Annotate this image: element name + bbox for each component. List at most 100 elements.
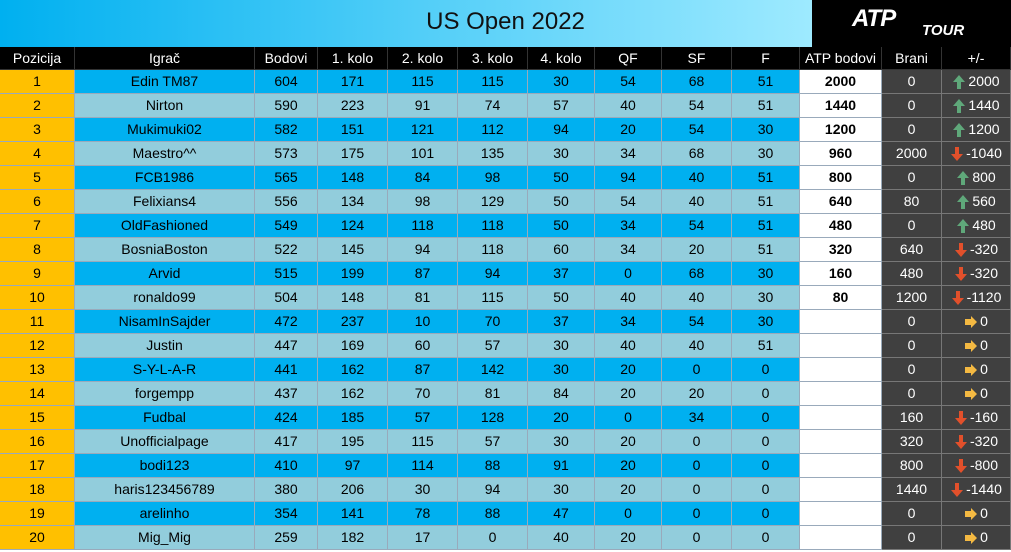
table-cell: 94 — [528, 118, 595, 142]
table-cell: 37 — [528, 310, 595, 334]
table-cell — [800, 310, 882, 334]
trend-icon — [954, 267, 967, 282]
table-cell: 142 — [458, 358, 528, 382]
table-cell: 121 — [388, 118, 458, 142]
table-cell: 182 — [318, 526, 388, 550]
table-cell: NisamInSajder — [75, 310, 255, 334]
table-cell: 0 — [662, 478, 732, 502]
table-cell: 134 — [318, 190, 388, 214]
table-cell: 160 — [800, 262, 882, 286]
table-cell: 34 — [595, 142, 662, 166]
table-cell: 34 — [595, 310, 662, 334]
table-cell: 118 — [458, 238, 528, 262]
table-cell: BosniaBoston — [75, 238, 255, 262]
table-cell: 2000 — [800, 70, 882, 94]
change-value: 1440 — [968, 97, 1000, 113]
change-value: -1040 — [966, 145, 1002, 161]
table-cell: 0 — [662, 502, 732, 526]
table-cell: forgempp — [75, 382, 255, 406]
table-cell: 20 — [595, 478, 662, 502]
table-cell: 20 — [595, 526, 662, 550]
trend-icon — [951, 483, 964, 498]
table-cell: 11 — [0, 310, 75, 334]
column-header: 3. kolo — [458, 47, 528, 70]
table-cell: 60 — [388, 334, 458, 358]
change-value: -320 — [969, 241, 999, 257]
table-cell: 30 — [732, 118, 800, 142]
table-cell: 68 — [662, 70, 732, 94]
table-cell: Maestro^^ — [75, 142, 255, 166]
table-cell: 141 — [318, 502, 388, 526]
table-cell: 94 — [388, 238, 458, 262]
logo: ATP TOUR — [812, 0, 1011, 47]
table-cell: 70 — [458, 310, 528, 334]
table-cell: -1120 — [942, 286, 1011, 310]
table-cell: 16 — [0, 430, 75, 454]
table-cell: 424 — [255, 406, 318, 430]
table-cell — [800, 478, 882, 502]
table-cell: 0 — [882, 382, 942, 406]
table-cell: 522 — [255, 238, 318, 262]
table-cell: 0 — [882, 70, 942, 94]
table-cell — [800, 502, 882, 526]
table-cell: 0 — [595, 406, 662, 430]
table-cell: 2000 — [882, 142, 942, 166]
table-cell: 206 — [318, 478, 388, 502]
trend-icon — [957, 171, 970, 186]
table-cell: 78 — [388, 502, 458, 526]
table-cell — [800, 454, 882, 478]
table-cell: 0 — [942, 310, 1011, 334]
trend-icon — [951, 147, 964, 162]
table-cell: 30 — [528, 70, 595, 94]
table-cell: 54 — [595, 70, 662, 94]
table-cell: 98 — [458, 166, 528, 190]
table-cell: 10 — [388, 310, 458, 334]
table-cell: 0 — [732, 430, 800, 454]
column-header: Bodovi — [255, 47, 318, 70]
table-cell: 480 — [942, 214, 1011, 238]
table-cell: 87 — [388, 358, 458, 382]
table-cell: 380 — [255, 478, 318, 502]
change-value: 0 — [980, 385, 988, 401]
table-cell: 354 — [255, 502, 318, 526]
table-cell: 447 — [255, 334, 318, 358]
table-cell — [800, 526, 882, 550]
table-cell: 50 — [528, 190, 595, 214]
table-cell: 0 — [882, 94, 942, 118]
table-cell: 12 — [0, 334, 75, 358]
table-cell: 2 — [0, 94, 75, 118]
table-cell: 97 — [318, 454, 388, 478]
table-cell: 40 — [662, 334, 732, 358]
table-cell: 94 — [458, 262, 528, 286]
change-value: 0 — [980, 505, 988, 521]
table-cell: 151 — [318, 118, 388, 142]
table-cell: Justin — [75, 334, 255, 358]
table-cell: 114 — [388, 454, 458, 478]
table-cell: 0 — [942, 502, 1011, 526]
table-cell: 148 — [318, 286, 388, 310]
table-cell: -1440 — [942, 478, 1011, 502]
table-cell: 1440 — [882, 478, 942, 502]
table-cell: Mig_Mig — [75, 526, 255, 550]
logo-sub: TOUR — [922, 22, 965, 39]
table-cell: 128 — [458, 406, 528, 430]
table-cell: 80 — [882, 190, 942, 214]
change-value: 0 — [980, 361, 988, 377]
table-cell: 20 — [595, 430, 662, 454]
trend-icon — [957, 195, 970, 210]
table-cell: 0 — [882, 502, 942, 526]
table-cell: 70 — [388, 382, 458, 406]
table-cell: 480 — [800, 214, 882, 238]
change-value: -1440 — [966, 481, 1002, 497]
table-cell — [800, 334, 882, 358]
column-header: SF — [662, 47, 732, 70]
table-cell: 0 — [595, 502, 662, 526]
table-cell: 437 — [255, 382, 318, 406]
table-cell: 88 — [458, 454, 528, 478]
change-value: -800 — [969, 457, 999, 473]
title-bar — [0, 0, 812, 47]
table-cell: 1 — [0, 70, 75, 94]
table-cell: 94 — [595, 166, 662, 190]
table-cell: 504 — [255, 286, 318, 310]
trend-icon — [953, 99, 966, 114]
